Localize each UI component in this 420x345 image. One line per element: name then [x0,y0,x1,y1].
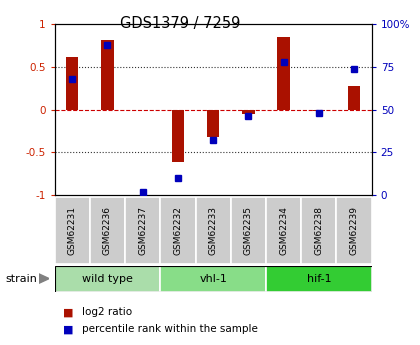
Text: GSM62234: GSM62234 [279,206,288,255]
Bar [160,266,266,292]
Polygon shape [39,274,49,284]
Text: log2 ratio: log2 ratio [82,307,132,317]
Bar [172,110,184,162]
Bar [125,197,160,264]
Text: wild type: wild type [82,274,133,284]
Bar [101,40,114,110]
Text: strain: strain [5,274,37,284]
Text: GSM62239: GSM62239 [349,206,359,255]
Bar [231,197,266,264]
Text: GSM62238: GSM62238 [314,206,323,255]
Bar [55,197,90,264]
Bar [266,266,372,292]
Text: GSM62236: GSM62236 [103,206,112,255]
Bar [160,197,196,264]
Text: GSM62232: GSM62232 [173,206,182,255]
Bar [196,197,231,264]
Text: GDS1379 / 7259: GDS1379 / 7259 [121,16,241,30]
Text: percentile rank within the sample: percentile rank within the sample [82,325,258,334]
Bar [278,37,290,110]
Bar [348,86,360,110]
Bar [242,110,255,114]
Bar [266,197,301,264]
Text: ■: ■ [63,307,74,317]
Text: GSM62235: GSM62235 [244,206,253,255]
Text: GSM62237: GSM62237 [138,206,147,255]
Text: GSM62233: GSM62233 [209,206,218,255]
Bar [301,197,336,264]
Bar [55,266,160,292]
Bar [207,110,219,137]
Bar [312,110,325,111]
Bar [336,197,372,264]
Bar [90,197,125,264]
Bar [66,57,79,110]
Text: ■: ■ [63,325,74,334]
Text: GSM62231: GSM62231 [68,206,77,255]
Text: hif-1: hif-1 [307,274,331,284]
Text: vhl-1: vhl-1 [199,274,227,284]
